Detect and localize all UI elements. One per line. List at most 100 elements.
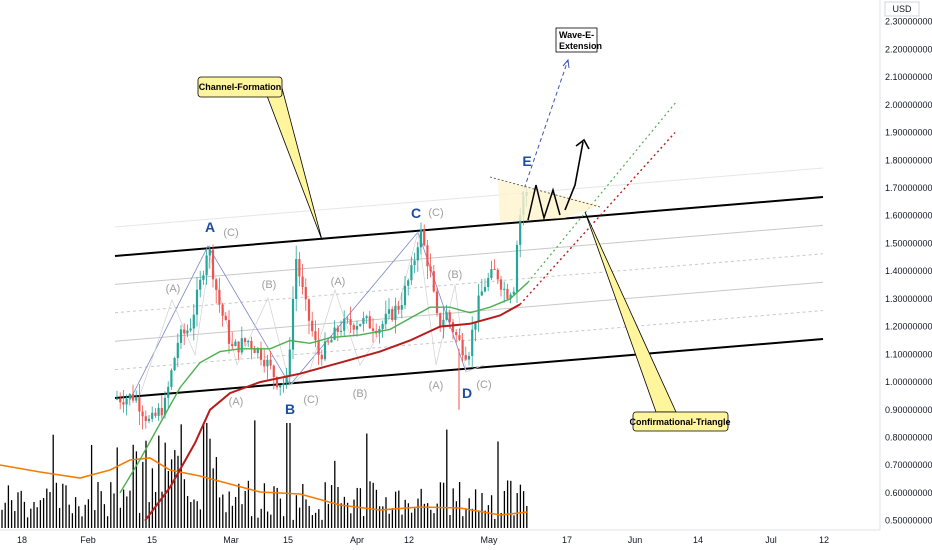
wave-label-minor: (B) <box>353 388 368 400</box>
price-tick-label: 2.00000000 <box>885 100 932 110</box>
candle-body <box>330 339 333 343</box>
time-tick-label: May <box>480 535 498 545</box>
triangle-upper-line <box>489 176 601 208</box>
time-tick-label: 12 <box>819 535 829 545</box>
price-tick-label: 2.20000000 <box>885 44 932 54</box>
candle-body <box>416 247 419 261</box>
channel-inner-line <box>114 224 824 285</box>
candle-body <box>352 325 355 330</box>
candle-body <box>477 295 480 322</box>
candle-body <box>317 340 320 355</box>
candle-body <box>509 294 512 299</box>
wave-label-minor: (A) <box>429 380 444 392</box>
wave-label-minor: (C) <box>223 227 238 239</box>
candle-body <box>419 229 423 248</box>
wave-label-minor: (C) <box>428 207 443 219</box>
time-tick-label: Apr <box>350 535 364 545</box>
candle-body <box>320 354 323 360</box>
candle-body <box>285 375 288 384</box>
candle-body <box>272 365 275 378</box>
candle-body <box>157 407 160 416</box>
candle-body <box>115 398 119 400</box>
candle-body <box>435 291 439 314</box>
candle-body <box>183 329 186 334</box>
candle-body <box>266 359 269 367</box>
time-tick-label: 15 <box>283 535 293 545</box>
triangle-callout-box <box>632 411 729 432</box>
candle-body <box>218 289 221 305</box>
candle-body <box>407 280 410 286</box>
extension-callout[interactable]: Wave-E- Extension <box>555 27 602 53</box>
candle-body <box>291 298 295 350</box>
candle-body <box>141 411 144 417</box>
wave-minor-lines <box>139 231 485 396</box>
candle-body <box>211 249 215 280</box>
candle-body <box>480 291 483 296</box>
candle-body <box>368 316 371 329</box>
candle-body <box>176 342 179 358</box>
price-axis[interactable]: 2.30000000 2.20000000 2.10000000 2.00000000… <box>885 17 932 526</box>
triangle-callout[interactable]: Confirmational-Triangle <box>584 211 731 432</box>
candle-body <box>125 398 128 405</box>
time-tick-label: 12 <box>404 535 414 545</box>
candle-body <box>250 340 253 349</box>
candle-body <box>327 341 330 343</box>
channel-callout[interactable]: Channel-Formation <box>197 76 323 241</box>
candle-body <box>349 319 352 326</box>
candle-body <box>186 330 189 334</box>
candle-body <box>442 319 445 328</box>
candle-body <box>432 271 435 292</box>
candle-body <box>487 278 490 288</box>
candle-body <box>179 329 183 343</box>
candle-body <box>387 309 391 314</box>
candle-body <box>391 309 394 320</box>
breakout-arrowhead <box>575 138 590 150</box>
candle-body <box>263 359 266 367</box>
candle-body <box>471 329 474 356</box>
price-tick-label: 1.50000000 <box>885 238 932 248</box>
candle-body <box>205 255 208 276</box>
candle-body <box>151 412 154 419</box>
candle-body <box>240 338 243 353</box>
candle-body <box>256 348 259 354</box>
candle-body <box>381 323 384 330</box>
price-tick-label: 1.20000000 <box>885 322 932 332</box>
price-tick-label: 0.60000000 <box>885 488 932 498</box>
candle-body <box>144 416 147 422</box>
candle-body <box>464 355 467 360</box>
candle-body <box>362 318 365 324</box>
extension-callout-box <box>555 27 598 53</box>
time-tick-label: Mar <box>223 535 239 545</box>
time-tick-label: Jul <box>765 535 777 545</box>
price-tick-label: 1.30000000 <box>885 294 932 304</box>
candle-body <box>311 320 314 332</box>
candle-body <box>154 412 157 416</box>
wave-label-minor: (C) <box>303 394 318 406</box>
candle-body <box>499 279 503 290</box>
candle-body <box>493 269 496 271</box>
candle-body <box>288 349 291 376</box>
candle-body <box>359 323 362 327</box>
candle-body <box>343 318 346 331</box>
currency-label: USD <box>892 4 912 14</box>
candle-body <box>429 266 432 272</box>
candle-body <box>365 316 368 319</box>
candle-body <box>515 244 519 292</box>
candle-body <box>237 341 240 353</box>
candle-body <box>189 328 192 331</box>
candle-body <box>227 320 231 344</box>
candle-body <box>314 331 317 341</box>
candle-body <box>147 418 151 422</box>
fast-ma-line <box>119 281 529 494</box>
candle-body <box>231 343 234 347</box>
candle-body <box>503 288 506 290</box>
candle-body <box>170 370 173 387</box>
candle-body <box>295 259 298 299</box>
candle-body <box>243 338 247 343</box>
wave-label-minor: (B) <box>448 269 463 281</box>
time-axis[interactable]: 18 Feb 15 Mar 15 Apr 12 May 17 Jun 14 Jul 12 <box>17 535 829 545</box>
candle-body <box>458 335 461 340</box>
candle-body <box>445 312 448 320</box>
